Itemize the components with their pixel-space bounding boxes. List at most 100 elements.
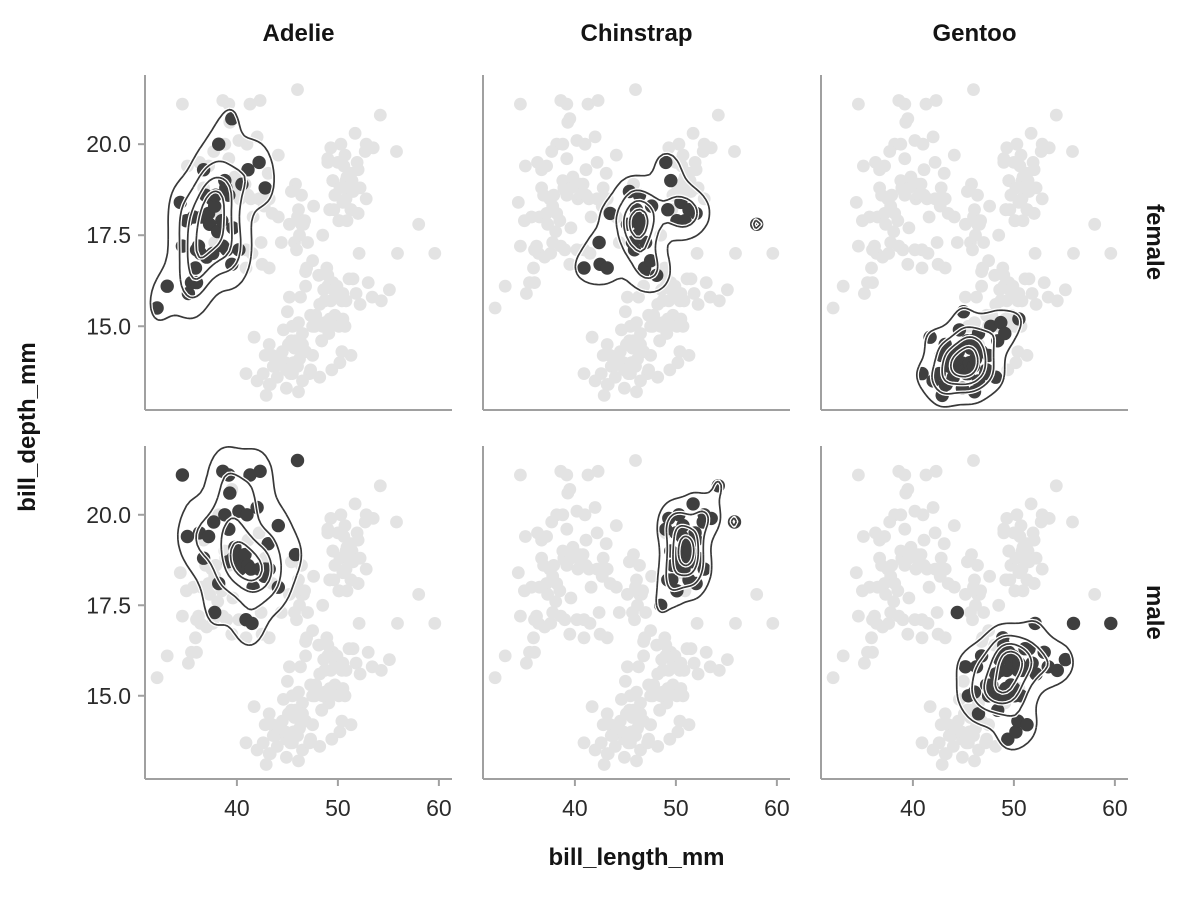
background-point	[1022, 272, 1036, 286]
background-point	[545, 515, 559, 529]
background-point	[883, 145, 897, 158]
background-point	[689, 163, 703, 177]
background-point	[211, 595, 225, 608]
background-point	[632, 290, 645, 304]
background-point	[600, 338, 614, 351]
background-point	[361, 276, 375, 289]
background-point	[304, 732, 317, 746]
background-point	[766, 617, 780, 630]
background-point	[857, 530, 870, 543]
background-point	[1029, 551, 1043, 565]
background-point	[315, 703, 329, 717]
background-point	[296, 707, 309, 721]
background-point	[618, 750, 631, 764]
density-contour	[615, 189, 698, 280]
density-contour	[622, 199, 655, 253]
background-point	[599, 166, 613, 180]
background-point	[899, 486, 913, 500]
background-point	[220, 613, 234, 627]
background-point	[549, 595, 563, 608]
background-point	[682, 349, 696, 362]
background-point	[285, 185, 298, 198]
background-point	[961, 185, 974, 198]
background-point	[968, 754, 981, 768]
background-point	[338, 689, 352, 703]
panel-gentoo-female	[826, 83, 1118, 409]
density-contour	[574, 152, 762, 294]
background-point	[639, 606, 652, 619]
background-point	[1035, 192, 1049, 206]
background-point	[243, 97, 257, 111]
density-contour	[949, 346, 979, 378]
background-point	[729, 617, 742, 630]
highlight-point	[686, 497, 700, 511]
background-point	[836, 279, 850, 293]
background-point	[428, 247, 442, 260]
background-point	[296, 327, 309, 340]
background-point	[390, 515, 403, 529]
background-point	[324, 141, 338, 155]
highlight-point	[664, 173, 678, 188]
background-point	[691, 667, 705, 681]
density-contour	[931, 326, 995, 395]
background-point	[599, 537, 613, 551]
background-point	[644, 349, 657, 362]
background-point	[916, 137, 930, 151]
background-point	[560, 97, 574, 111]
highlight-point	[208, 605, 222, 620]
x-tick-label: 40	[900, 795, 926, 821]
background-point	[585, 330, 599, 344]
background-point	[687, 287, 701, 300]
background-point	[253, 94, 267, 107]
background-point	[498, 649, 512, 663]
background-point	[333, 356, 347, 370]
x-tick-label: 60	[764, 795, 790, 821]
background-point	[888, 577, 902, 590]
density-contour	[229, 540, 263, 582]
background-point	[298, 584, 311, 598]
background-point	[699, 276, 713, 289]
background-point	[858, 287, 871, 300]
background-point	[535, 551, 548, 565]
background-point	[307, 569, 320, 583]
background-point	[630, 385, 643, 399]
background-point	[885, 559, 899, 572]
background-point	[937, 537, 951, 551]
background-point	[583, 617, 597, 630]
background-point	[873, 551, 886, 565]
background-point	[519, 530, 532, 543]
background-point	[826, 671, 840, 685]
background-point	[636, 584, 649, 598]
highlight-point	[245, 616, 259, 631]
background-point	[699, 645, 713, 659]
background-point	[578, 137, 592, 151]
background-point	[545, 145, 559, 158]
background-point	[590, 156, 604, 169]
background-point	[561, 115, 575, 129]
background-point	[281, 674, 294, 688]
background-point	[546, 236, 560, 249]
background-point	[997, 152, 1011, 166]
background-point	[373, 108, 387, 122]
background-point	[332, 214, 346, 228]
highlight-point	[201, 529, 216, 544]
background-point	[334, 508, 348, 522]
background-point	[299, 649, 312, 663]
background-point	[283, 290, 296, 304]
background-point	[294, 290, 307, 304]
background-point	[306, 624, 319, 637]
background-point	[992, 228, 1006, 242]
background-point	[583, 247, 597, 260]
background-point	[728, 145, 741, 158]
background-point	[383, 283, 396, 297]
background-point	[950, 236, 964, 249]
background-point	[826, 301, 840, 315]
background-point	[935, 758, 949, 771]
background-point	[488, 671, 502, 685]
background-point	[547, 188, 561, 202]
highlight-point	[1058, 652, 1073, 667]
background-point	[353, 298, 367, 311]
background-point	[852, 468, 865, 482]
background-point	[270, 740, 284, 753]
